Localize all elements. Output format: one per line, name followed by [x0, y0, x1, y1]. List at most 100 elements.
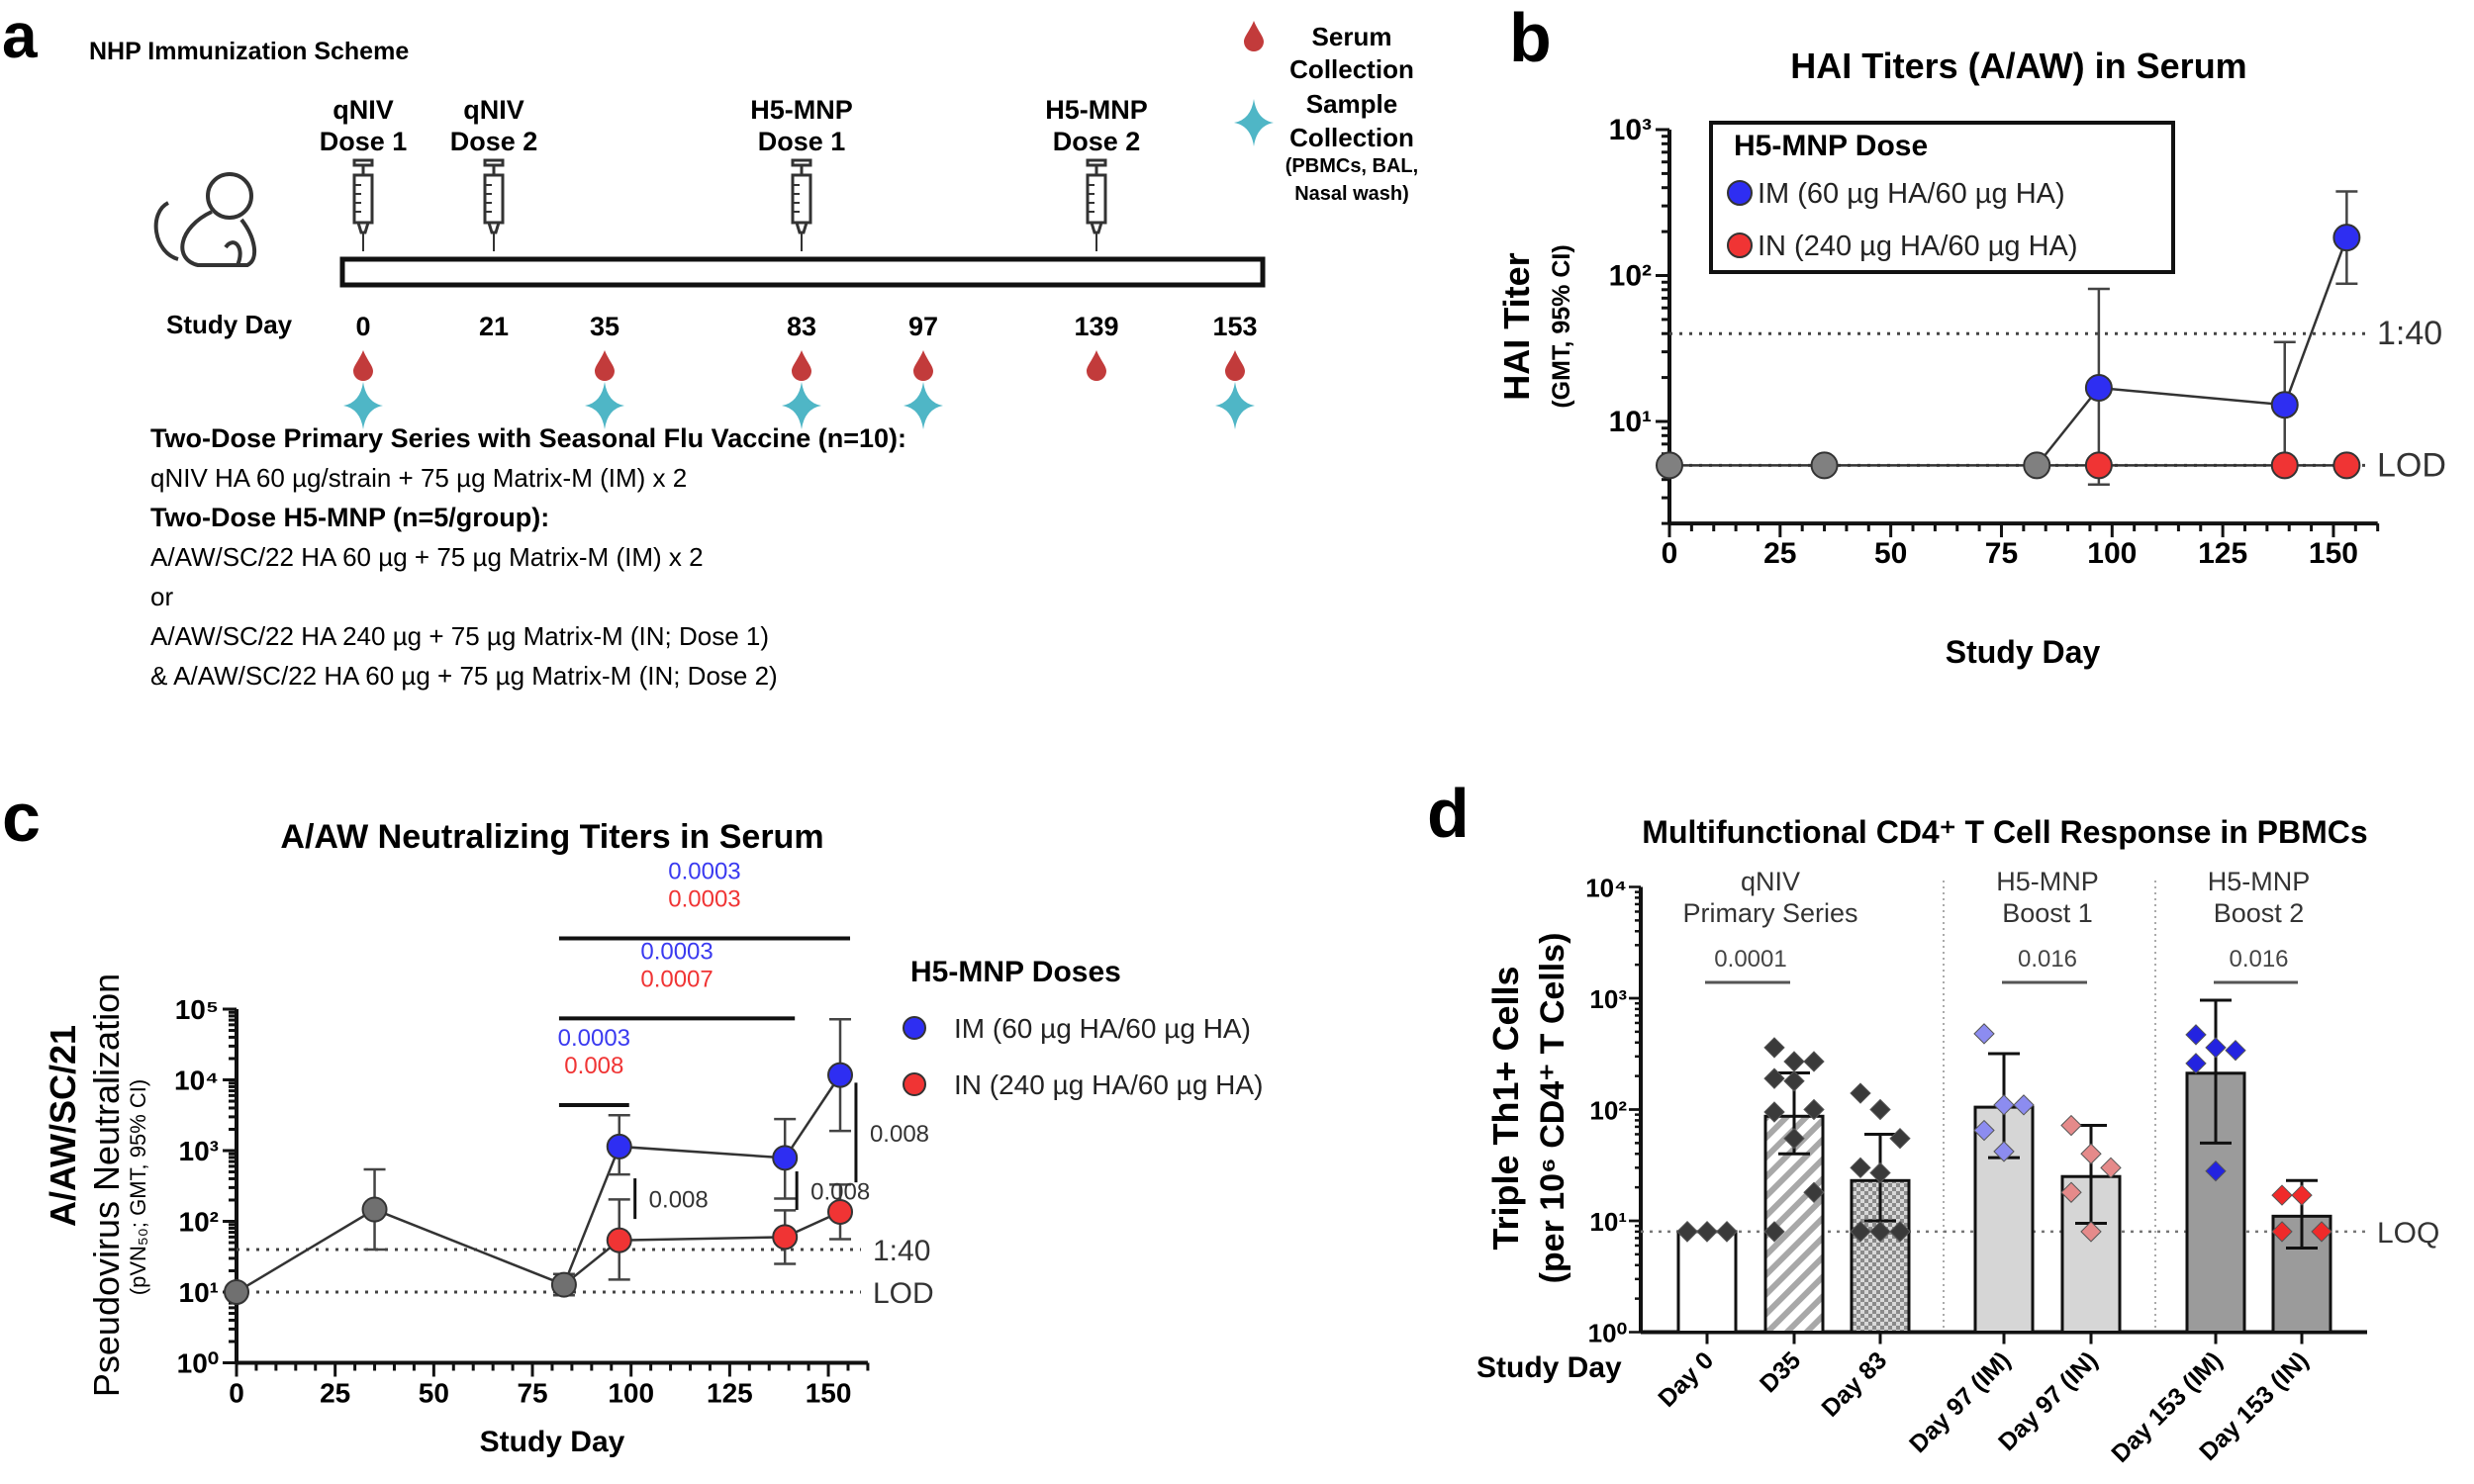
data-point — [2060, 1114, 2082, 1137]
panel-label: c — [2, 779, 41, 856]
sample-star-icon — [343, 382, 383, 429]
y-axis-label: Pseudovirus Neutralization — [86, 974, 127, 1397]
dose-label: qNIV — [463, 95, 524, 125]
x-tick-label: 0 — [1662, 537, 1678, 570]
x-tick-label: 25 — [320, 1378, 350, 1409]
data-point — [2205, 1037, 2227, 1059]
x-tick-label: 100 — [2087, 537, 2137, 570]
chart-title: HAI Titers (A/AW) in Serum — [1790, 46, 2246, 86]
data-point — [1889, 1128, 1911, 1150]
data-point — [1783, 1051, 1805, 1072]
legend-entry: IM (60 µg HA/60 µg HA) — [954, 1013, 1251, 1044]
timeline-bar — [339, 256, 1266, 288]
blood-drop-icon — [1087, 350, 1106, 381]
data-point — [2080, 1143, 2102, 1164]
data-point-IN — [2332, 451, 2361, 480]
x-tick-label: 125 — [2198, 537, 2247, 570]
sample-star-icon — [904, 382, 943, 429]
data-point-baseline — [550, 1271, 577, 1298]
data-point — [2225, 1040, 2246, 1062]
blood-drop-icon — [353, 350, 373, 381]
y-tick-label: 10³ — [179, 1136, 219, 1166]
syringe-icon — [791, 158, 812, 251]
data-point — [2271, 1221, 2293, 1243]
blood-drop-icon — [1225, 350, 1245, 381]
p-value: 0.0001 — [1714, 946, 1786, 973]
x-tick-label: 125 — [707, 1378, 753, 1409]
data-point — [1763, 1101, 1785, 1123]
legend-sample-text: Collection — [1289, 123, 1414, 152]
scheme-description-line: qNIV HA 60 µg/strain + 75 µg Matrix-M (I… — [150, 463, 687, 493]
x-tick-label: 75 — [1985, 537, 2018, 570]
p-value: 0.008 — [870, 1121, 929, 1148]
y-tick-label: 10² — [1609, 260, 1652, 293]
y-axis-label: Triple Th1+ Cells — [1485, 966, 1526, 1250]
y-tick-label: 10³ — [1589, 984, 1627, 1014]
panel-label: a — [2, 0, 38, 71]
panel-label: b — [1509, 0, 1552, 76]
reference-line-label: LOQ — [2377, 1217, 2439, 1250]
scheme-description-line: & A/AW/SC/22 HA 60 µg + 75 µg Matrix-M (… — [150, 661, 778, 691]
series-line-IM — [2036, 236, 2348, 467]
blood-drop-icon — [595, 350, 615, 381]
data-point-IM — [2332, 224, 2361, 252]
data-point — [1803, 1181, 1825, 1203]
study-day-label: Study Day — [166, 310, 293, 339]
day-number: 21 — [479, 312, 509, 341]
day-number: 97 — [908, 312, 938, 341]
data-point — [1696, 1221, 1718, 1243]
x-axis-label: Study Day — [1476, 1351, 1622, 1384]
syringe-icon — [352, 158, 374, 251]
y-tick-label: 10² — [1589, 1096, 1627, 1126]
y-axis-label: (pVN₅₀; GMT, 95% CI) — [126, 1079, 150, 1295]
monkey-icon — [153, 172, 257, 267]
legend-title: H5-MNP Dose — [1734, 130, 1928, 162]
dose-label: qNIV — [333, 95, 394, 125]
y-tick-label: 10⁴ — [174, 1066, 219, 1096]
sample-star-icon — [1215, 382, 1255, 429]
y-axis-label: (GMT, 95% CI) — [1548, 244, 1575, 408]
group-label: H5-MNP — [1996, 867, 2099, 896]
syringe-icon — [483, 158, 505, 251]
data-point — [1763, 1221, 1785, 1243]
dose-label: Dose 2 — [450, 127, 538, 156]
data-point — [1850, 1221, 1871, 1243]
y-axis-label: (per 10⁶ CD4⁺ T Cells) — [1534, 933, 1571, 1284]
data-point-IN — [2270, 451, 2299, 480]
data-point — [1869, 1221, 1891, 1243]
data-point — [2100, 1157, 2122, 1179]
p-value: 0.016 — [2018, 946, 2077, 973]
data-point — [1850, 1082, 1871, 1104]
blood-drop-icon — [913, 350, 933, 381]
data-point-IM — [2084, 374, 2113, 403]
y-tick-label: 10³ — [1609, 114, 1652, 146]
scheme-description-line: or — [150, 582, 173, 611]
p-value: 0.008 — [810, 1178, 870, 1205]
data-point — [2060, 1181, 2082, 1203]
series-line-IN — [563, 1210, 841, 1286]
panel-label: d — [1427, 775, 1470, 852]
data-point-baseline — [2023, 451, 2051, 480]
panel-d-tcell-chart: d Multifunctional CD4⁺ T Cell Response in… — [1427, 775, 2439, 1468]
x-tick-label: Day 83 — [1816, 1346, 1892, 1423]
chart-title: A/AW Neutralizing Titers in Serum — [280, 818, 823, 856]
data-point-baseline — [1810, 451, 1839, 480]
legend-entry: IN (240 µg HA/60 µg HA) — [954, 1069, 1263, 1100]
panel-b-hai-chart: b HAI Titers (A/AW) in Serum 0 25 50 75 100 125… — [1496, 0, 2446, 670]
scheme-description-line: A/AW/SC/22 HA 240 µg + 75 µg Matrix-M (I… — [150, 621, 769, 651]
data-point-baseline — [224, 1279, 249, 1305]
x-tick-label: D35 — [1755, 1346, 1806, 1398]
x-tick-label: Day 0 — [1653, 1346, 1719, 1413]
data-point — [1869, 1098, 1891, 1121]
y-axis-label: HAI Titer — [1496, 252, 1537, 400]
data-point-baseline — [361, 1196, 388, 1223]
reference-line-label: LOD — [873, 1277, 934, 1310]
data-point — [1973, 1023, 1995, 1045]
day-number: 153 — [1212, 312, 1257, 341]
y-tick-label: 10¹ — [179, 1277, 219, 1308]
legend-sample-text: Nasal wash) — [1294, 183, 1409, 205]
data-point-IM — [827, 1062, 854, 1088]
chart-title: Multifunctional CD4⁺ T Cell Response in … — [1642, 814, 2367, 850]
scheme-description-line: A/AW/SC/22 HA 60 µg + 75 µg Matrix-M (IM… — [150, 542, 704, 572]
legend-serum-text: Collection — [1289, 54, 1414, 84]
